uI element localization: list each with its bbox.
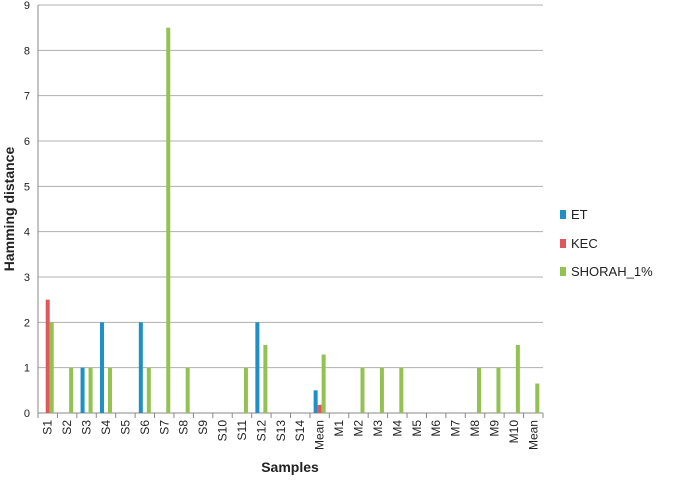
bar xyxy=(69,367,74,413)
x-tick-label: S3 xyxy=(80,420,94,435)
bar xyxy=(379,367,384,413)
y-axis-label: Hamming distance xyxy=(1,147,17,272)
x-tick-label: M3 xyxy=(371,420,385,437)
y-tick-label: 9 xyxy=(24,0,30,12)
y-tick-label: 0 xyxy=(24,408,30,420)
bar xyxy=(185,367,190,413)
bar xyxy=(535,383,540,413)
x-tick-label: M4 xyxy=(390,420,404,437)
x-tick-label: M9 xyxy=(487,420,501,437)
bar xyxy=(80,367,85,413)
x-tick-label: S10 xyxy=(216,420,230,442)
y-tick-label: 3 xyxy=(24,272,30,284)
x-tick-label: M7 xyxy=(449,420,463,437)
x-tick-label: S1 xyxy=(41,420,55,435)
x-tick-label: S13 xyxy=(274,420,288,442)
bar xyxy=(313,390,318,413)
x-tick-label: Mean xyxy=(526,420,540,450)
bar xyxy=(166,27,171,414)
x-tick-label: S2 xyxy=(60,420,74,435)
y-tick-label: 5 xyxy=(24,181,30,193)
bar xyxy=(255,322,260,413)
x-tick-label: S7 xyxy=(157,420,171,435)
bar xyxy=(138,322,143,413)
bar xyxy=(88,367,93,413)
x-tick-label: M8 xyxy=(468,420,482,437)
legend-label: ET xyxy=(571,207,588,222)
x-tick-label: M5 xyxy=(410,420,424,437)
bar xyxy=(399,367,404,413)
y-tick-label: 4 xyxy=(24,227,30,239)
x-tick-label: S14 xyxy=(293,420,307,442)
y-tick-label: 2 xyxy=(24,317,30,329)
x-tick-label: Mean xyxy=(313,420,327,450)
legend-swatch xyxy=(560,267,566,276)
x-tick-label: S8 xyxy=(177,420,191,435)
x-tick-label: S5 xyxy=(118,420,132,435)
x-tick-label: M6 xyxy=(429,420,443,437)
legend-label: KEC xyxy=(571,236,598,251)
bar xyxy=(263,345,268,413)
bar xyxy=(146,367,151,413)
x-tick-label: M2 xyxy=(351,420,365,437)
y-tick-label: 8 xyxy=(24,45,30,57)
bar xyxy=(515,345,520,413)
y-tick-label: 1 xyxy=(24,363,30,375)
bar xyxy=(99,322,104,413)
x-tick-label: S11 xyxy=(235,420,249,441)
x-tick-label: S4 xyxy=(99,420,113,435)
x-tick-label: M1 xyxy=(332,420,346,437)
bar xyxy=(496,367,501,413)
y-tick-label: 6 xyxy=(24,136,30,148)
bar xyxy=(243,367,248,413)
bar xyxy=(107,367,112,413)
bar xyxy=(49,322,54,413)
x-axis-label: Samples xyxy=(261,459,319,475)
bar xyxy=(360,367,365,413)
bar xyxy=(321,354,326,413)
bar xyxy=(477,367,482,413)
legend-swatch xyxy=(560,210,566,219)
x-tick-label: S9 xyxy=(196,420,210,435)
legend-swatch xyxy=(560,239,566,248)
x-tick-label: S6 xyxy=(138,420,152,435)
x-tick-label: M10 xyxy=(507,420,521,444)
bar xyxy=(317,404,322,413)
y-tick-label: 7 xyxy=(24,91,30,103)
x-tick-label: S12 xyxy=(254,420,268,442)
legend-label: SHORAH_1% xyxy=(571,264,653,279)
bar xyxy=(45,299,50,413)
